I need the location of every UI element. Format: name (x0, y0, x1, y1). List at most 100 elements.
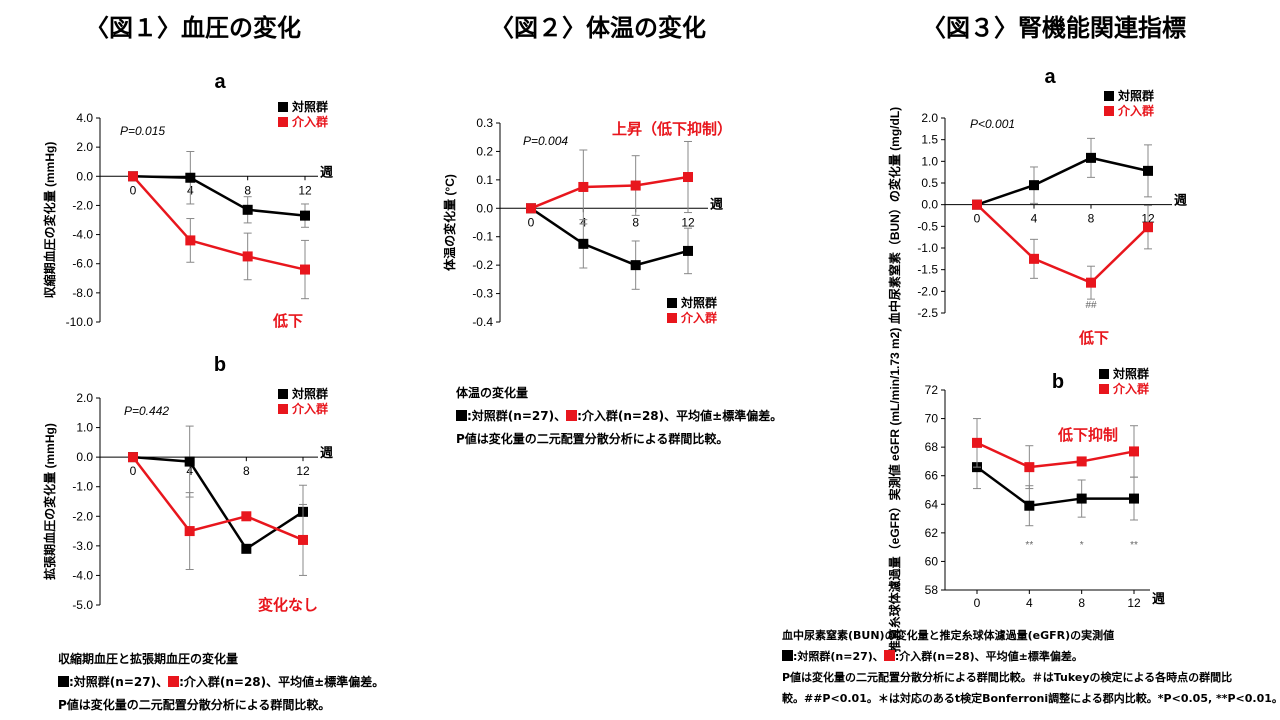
egfr-point-1 (1024, 462, 1035, 473)
sbp-x-unit: 週 (320, 164, 333, 179)
fig3-caption-note-1: P値は変化量の二元配置分散分析による群間比較。＃はTukeyの検定による各時点の… (782, 670, 1233, 684)
bun-y-tick-label: 1.5 (921, 133, 938, 147)
temp-legend-marker-1 (667, 313, 677, 323)
egfr-y-tick-label: 72 (925, 383, 939, 397)
temp-x-unit: 週 (710, 196, 723, 211)
sbp-y-tick-label: -8.0 (72, 286, 93, 300)
dbp-legend-marker-0 (278, 389, 288, 399)
fig2-caption-title: 体温の変化量 (456, 386, 529, 400)
sbp-point-0 (242, 204, 253, 215)
sbp-y-label: 収縮期血圧の変化量 (mmHg) (42, 142, 57, 299)
sbp-y-tick-label: -2.0 (72, 198, 93, 212)
bun-panel-label: a (1044, 66, 1056, 88)
temp-y-tick-label: 0.0 (476, 201, 493, 215)
bun-point-0 (1029, 180, 1039, 191)
dbp-y-tick-label: 1.0 (76, 421, 93, 435)
egfr-y-label: 推算糸球体濾過量（eGFR）実測値 eGFR (mL/min/1.73 m2) (887, 328, 902, 653)
control-square-icon (58, 675, 69, 687)
bun-y-tick-label: -1.5 (917, 263, 938, 277)
dbp-x-tick-label: 8 (243, 464, 250, 478)
temp-legend-label-0: 対照群 (680, 295, 717, 310)
dbp-point-1 (298, 534, 308, 545)
temp-x-tick-label: 0 (528, 215, 535, 229)
temp-p-value: P=0.004 (523, 134, 568, 148)
bun-sig-label: ## (1085, 300, 1097, 311)
dbp-point-1 (184, 526, 195, 537)
sbp-series-line-0 (132, 175, 306, 217)
bun-x-tick-label: 4 (1031, 212, 1038, 226)
dbp-legend-label-1: 介入群 (291, 401, 328, 416)
bun-legend-label-1: 介入群 (1117, 103, 1154, 118)
egfr-point-0 (1076, 493, 1087, 504)
bun-y-tick-label: -2.5 (917, 306, 938, 320)
temp-annotation: 上昇（低下抑制） (612, 120, 732, 138)
egfr-point-1 (972, 437, 982, 448)
temp-y-tick-label: -0.3 (472, 287, 493, 301)
sbp-y-tick-label: 2.0 (76, 140, 93, 154)
egfr-point-1 (1129, 446, 1139, 457)
egfr-annotation: 低下抑制 (1057, 426, 1118, 444)
sbp-point-1 (300, 264, 310, 275)
fig3-caption-legend: :対照群(n=27)、:介入群(n=28)、平均値±標準偏差。 (782, 647, 1280, 668)
temp-y-tick-label: -0.2 (472, 258, 493, 272)
egfr-x-tick-label: 0 (974, 596, 981, 610)
fig3-caption-title: 血中尿素窒素(BUN)の変化量と推定糸球体濾過量(eGFR)の実測値 (782, 629, 1115, 642)
sbp-series-line-1 (132, 175, 306, 271)
bun-point-1 (1029, 253, 1039, 264)
egfr-y-tick-label: 64 (925, 497, 939, 511)
fig2-caption: 体温の変化量 :対照群(n=27)、 :介入群(n=28)、平均値±標準偏差。 P… (456, 382, 782, 450)
egfr-y-tick-label: 66 (925, 469, 939, 483)
caption-control-label: :対照群(n=27)、 (467, 408, 567, 423)
bun-annotation: 低下 (1078, 329, 1109, 347)
egfr-series-line-0 (976, 466, 1134, 508)
egfr-legend-marker-1 (1099, 384, 1109, 394)
sbp-y-tick-label: 4.0 (76, 111, 93, 125)
temp-y-tick-label: 0.2 (476, 144, 493, 158)
egfr-point-0 (1129, 493, 1139, 504)
sbp-x-tick-label: 8 (244, 183, 251, 197)
dbp-y-tick-label: -4.0 (72, 568, 93, 582)
temp-y-tick-label: 0.3 (476, 116, 493, 130)
caption-control-label: :対照群(n=27)、 (69, 674, 169, 689)
bun-point-1 (1086, 277, 1096, 288)
bun-y-tick-label: -0.5 (917, 219, 938, 233)
sbp-x-tick-label: 0 (130, 183, 137, 197)
bun-y-label: 血中尿素窒素（BUN）の変化量 (mg/dL) (887, 107, 902, 324)
fig2-caption-legend: :対照群(n=27)、 :介入群(n=28)、平均値±標準偏差。 (456, 405, 782, 428)
bun-point-1 (1143, 222, 1153, 233)
egfr-y-tick-label: 58 (925, 583, 939, 597)
sbp-y-tick-label: -6.0 (72, 257, 93, 271)
temp-x-tick-label: 12 (681, 215, 695, 229)
egfr-legend-label-1: 介入群 (1112, 381, 1149, 396)
fig2-caption-note: P値は変化量の二元配置分散分析による群間比較。 (456, 431, 729, 446)
dbp-y-tick-label: -5.0 (72, 598, 93, 612)
bun-legend-marker-0 (1104, 91, 1114, 101)
dbp-series-line-1 (132, 456, 304, 542)
dbp-x-unit: 週 (320, 445, 333, 460)
egfr-sig-label: ** (1025, 540, 1033, 551)
sbp-point-1 (242, 251, 253, 262)
bun-y-tick-label: -2.0 (917, 284, 938, 298)
sbp-y-tick-label: -4.0 (72, 228, 93, 242)
caption-control-label: :対照群(n=27)、 (793, 649, 884, 663)
fig1-title: 〈図１〉血圧の変化 (85, 14, 301, 42)
bun-y-tick-label: 0.0 (921, 198, 938, 212)
egfr-x-tick-label: 4 (1026, 596, 1033, 610)
dbp-x-tick-label: 0 (130, 464, 137, 478)
bun-x-unit: 週 (1174, 193, 1187, 208)
bun-legend-label-0: 対照群 (1117, 88, 1154, 103)
sbp-y-tick-label: 0.0 (76, 169, 93, 183)
bun-x-tick-label: 0 (974, 212, 981, 226)
egfr-sig-label: ** (1130, 540, 1138, 551)
sbp-y-tick-label: -10.0 (66, 315, 94, 329)
sbp-legend-marker-0 (278, 102, 288, 112)
bun-series-line-1 (976, 203, 1149, 285)
bun-y-tick-label: -1.0 (917, 241, 938, 255)
bun-point-0 (1143, 165, 1153, 176)
temp-x-tick-label: 8 (632, 215, 639, 229)
caption-intervention-label: :介入群(n=28)、平均値±標準偏差。 (577, 408, 783, 423)
temp-legend-marker-0 (667, 298, 677, 308)
dbp-annotation: 変化なし (258, 596, 318, 614)
dbp-legend-marker-1 (278, 404, 288, 414)
temp-y-tick-label: -0.4 (472, 315, 493, 329)
